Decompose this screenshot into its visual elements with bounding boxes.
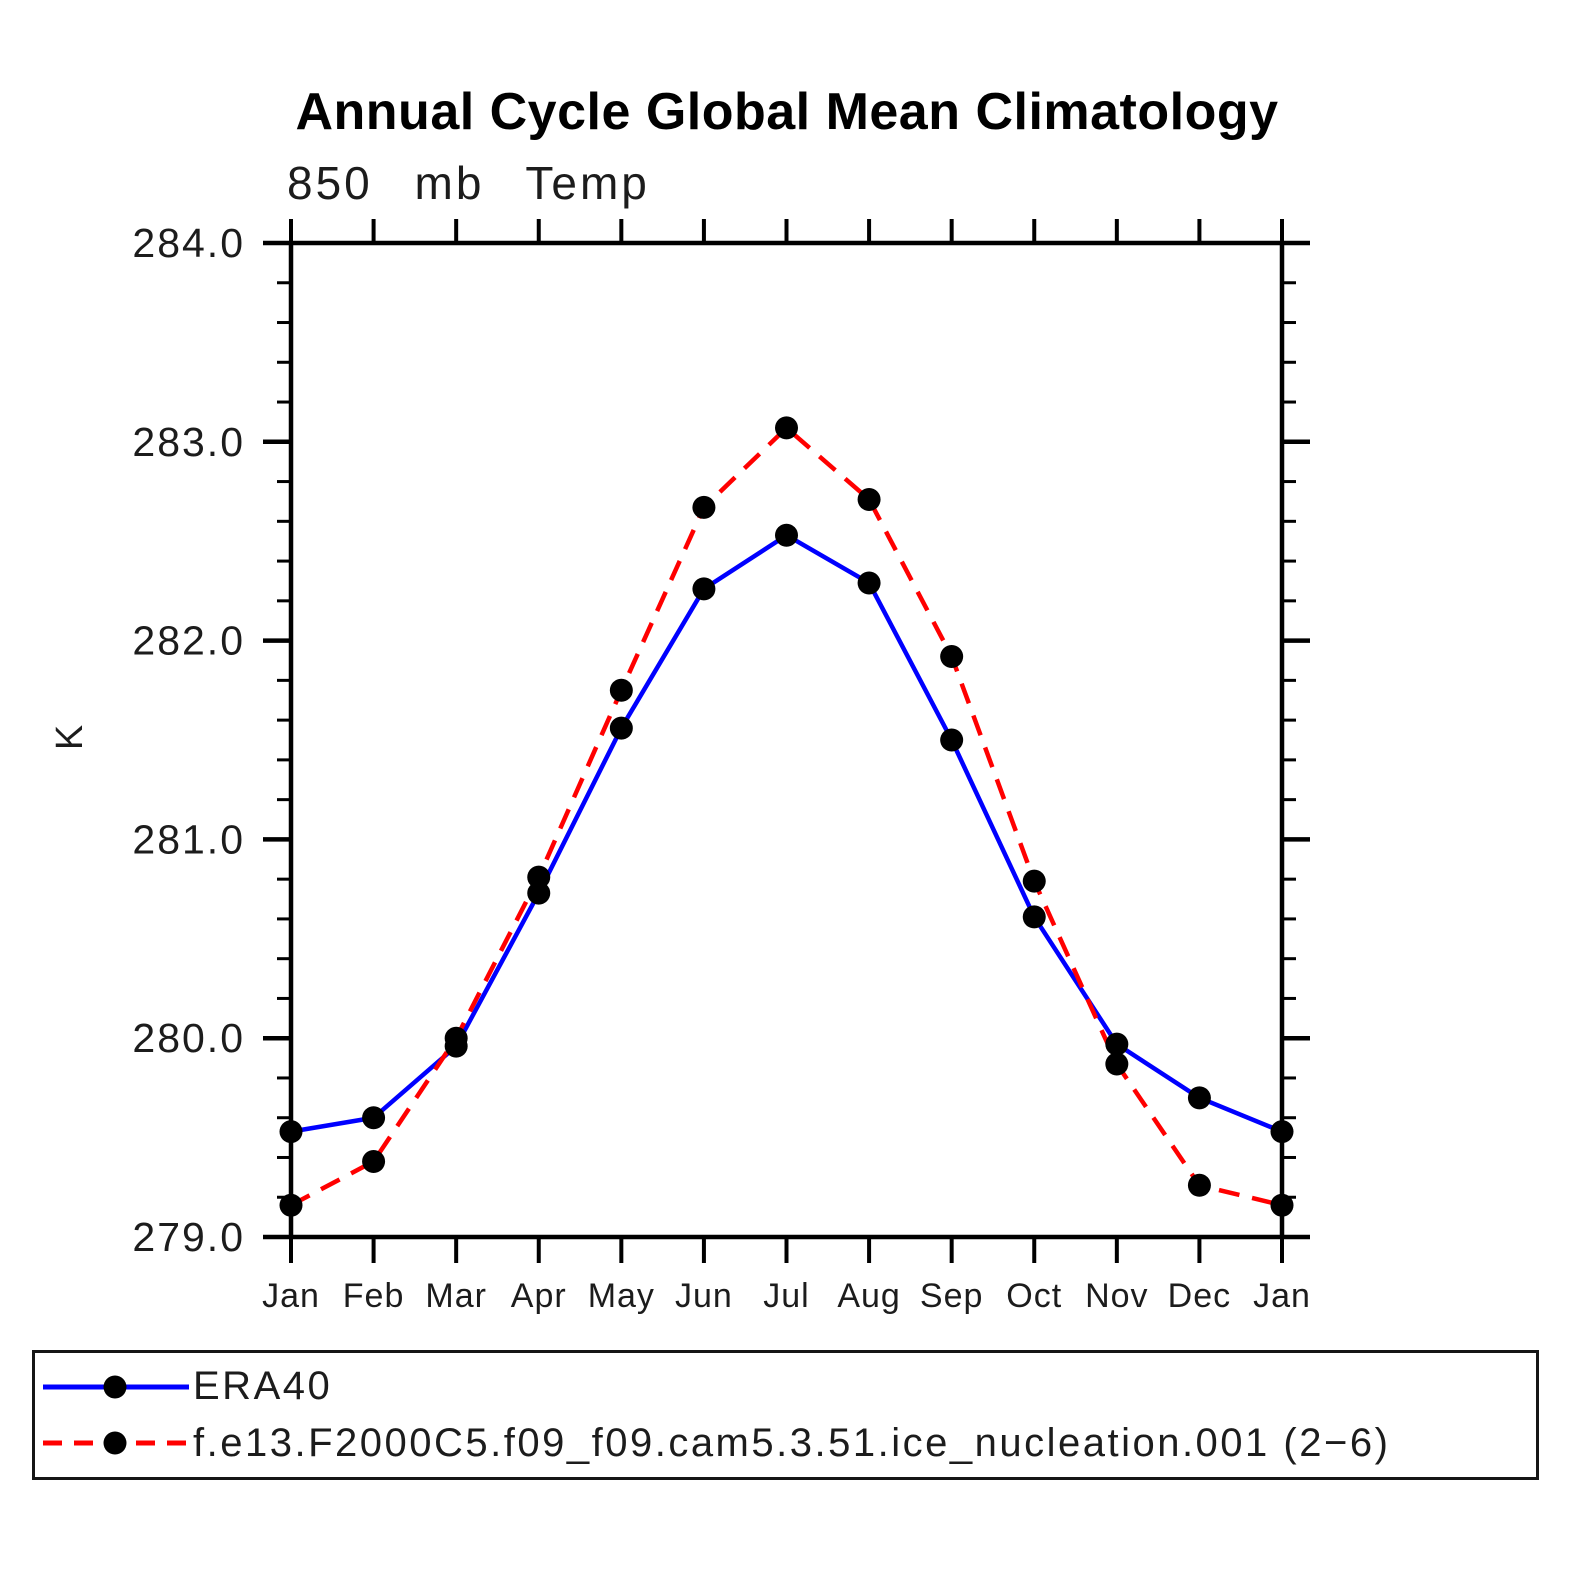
x-tick-label: May [588,1277,655,1315]
x-tick-label: Dec [1168,1277,1231,1315]
data-point-marker [1187,1086,1211,1110]
series-line-era40 [290,532,1283,1134]
data-point-marker [1105,1052,1129,1076]
legend-box: ERA40 f.e13.F2000C5.f09_f09.cam5.3.51.ic… [32,1350,1539,1480]
y-tick-label: 280.0 [132,1015,245,1061]
data-point-marker [775,523,798,547]
data-point-marker [527,865,551,889]
x-tick-label: Jan [262,1277,320,1315]
y-tick-label: 279.0 [132,1214,245,1260]
legend-marker-dot [103,1375,127,1399]
x-tick-label: Aug [837,1277,901,1315]
data-point-marker [1187,1173,1211,1197]
data-point-marker [279,1193,303,1217]
y-tick-label: 281.0 [132,816,245,862]
data-point-marker [1022,869,1046,893]
chart-title: Annual Cycle Global Mean Climatology [295,83,1279,141]
x-tick-label: Jun [675,1277,733,1315]
x-tick-label: Feb [343,1277,405,1315]
legend-entry-model: f.e13.F2000C5.f09_f09.cam5.3.51.ice_nucl… [41,1420,1536,1466]
y-tick-label: 282.0 [132,618,245,664]
data-point-marker [362,1106,386,1130]
legend-entry-era40: ERA40 [41,1364,1536,1410]
x-tick-label: Sep [920,1277,984,1315]
data-point-marker [1022,905,1046,929]
chart-subtitle: 850 mb Temp [287,157,650,209]
legend-label-model: f.e13.F2000C5.f09_f09.cam5.3.51.ice_nucl… [193,1420,1391,1465]
data-point-marker [775,416,798,440]
x-tick-label: Oct [1006,1277,1062,1315]
data-point-marker [444,1026,468,1050]
data-point-marker [279,1120,303,1144]
x-tick-label: Jul [763,1277,809,1315]
data-point-marker [692,495,716,519]
data-point-marker [1270,1193,1294,1217]
data-point-marker [857,487,881,511]
y-tick-label: 283.0 [132,419,245,465]
legend-marker-dot [103,1431,127,1455]
data-point-marker [692,577,716,601]
data-point-marker [857,571,881,595]
legend-label-era40: ERA40 [193,1364,333,1409]
data-point-marker [940,728,964,752]
data-point-marker [940,645,964,669]
x-tick-label: Mar [425,1277,487,1315]
x-tick-label: Apr [511,1277,567,1315]
y-tick-label: 284.0 [132,220,245,266]
data-point-marker [609,716,633,740]
data-point-marker [362,1149,386,1173]
data-point-marker [1105,1032,1129,1056]
data-point-marker [527,881,551,905]
x-tick-label: Jan [1253,1277,1311,1315]
legend-line-sample-dashed [43,1431,189,1455]
data-point-marker [1270,1120,1294,1144]
legend-line-sample-solid [43,1375,189,1399]
x-tick-label: Nov [1085,1277,1148,1315]
data-point-marker [609,678,633,702]
